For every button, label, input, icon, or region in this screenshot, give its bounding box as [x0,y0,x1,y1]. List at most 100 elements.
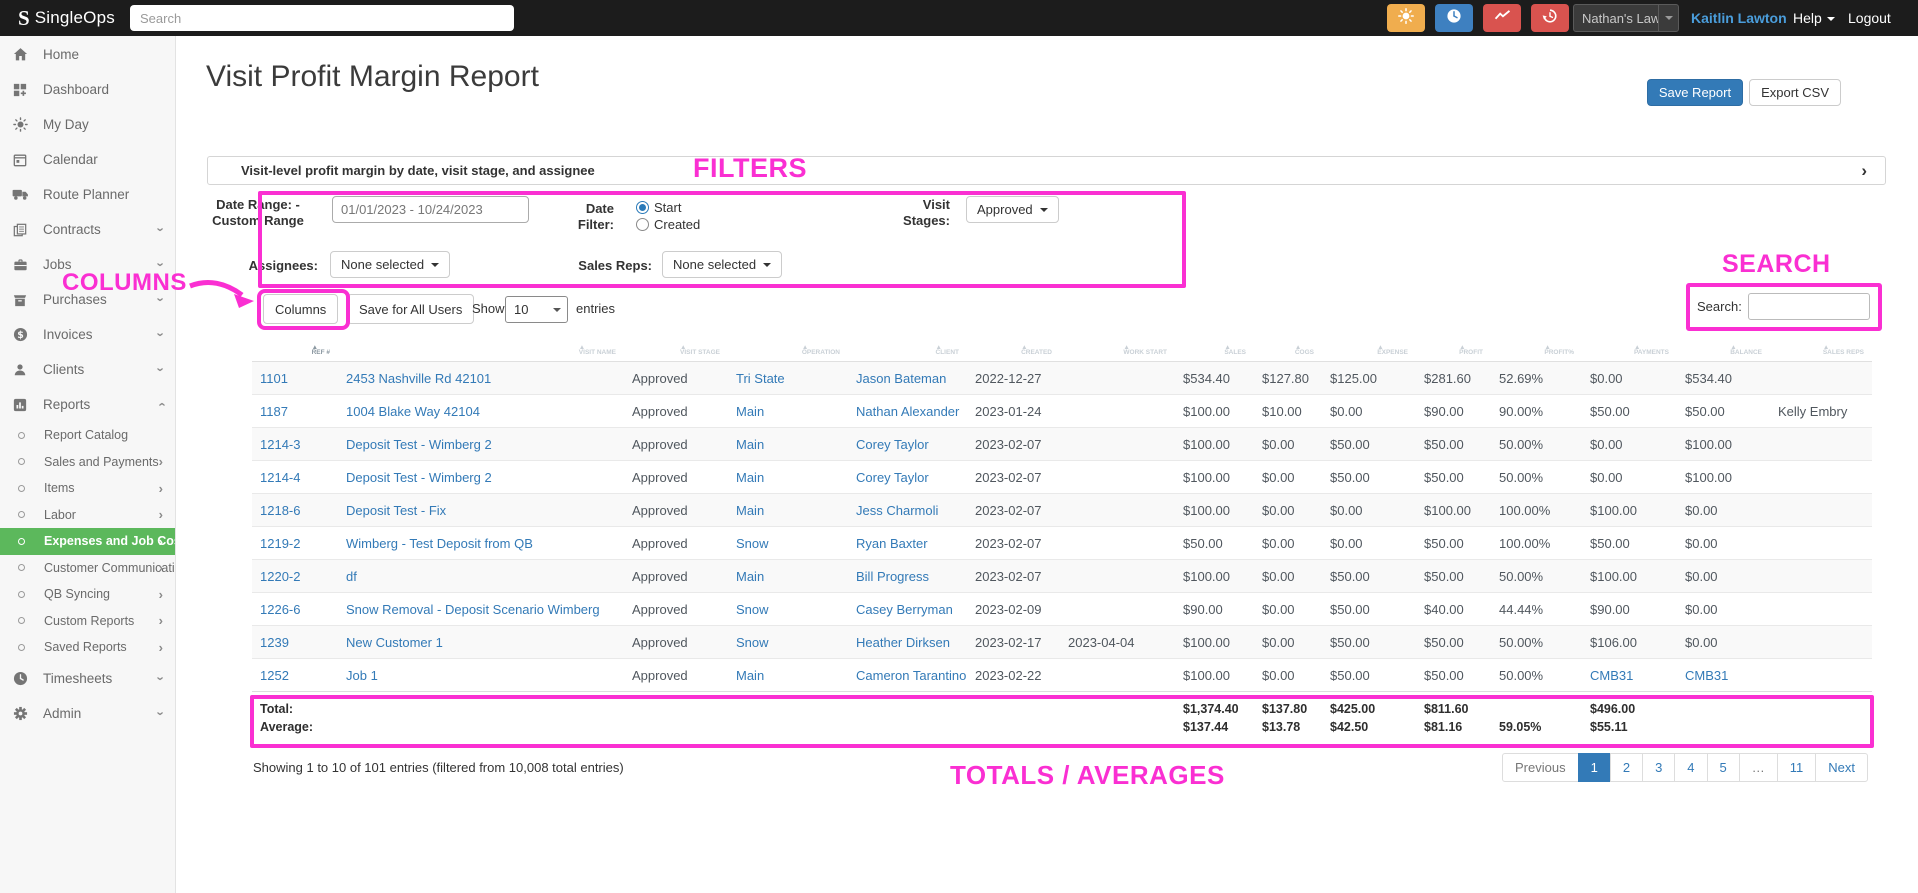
cell-link[interactable]: 1219-2 [260,536,300,551]
cell-link[interactable]: Tri State [736,371,785,386]
cell-client[interactable]: Casey Berryman [848,593,967,626]
cell-operation[interactable]: Snow [728,626,848,659]
prev-button[interactable]: Previous [1502,753,1579,782]
sidebar-item-labor[interactable]: Labor› [0,502,175,529]
created-radio[interactable] [636,218,649,231]
cell-payments[interactable]: CMB31 [1582,659,1677,692]
sidebar-item-report-catalog[interactable]: Report Catalog [0,422,175,449]
sidebar-item-purchases[interactable]: Purchases› [0,282,175,317]
chevron-right-icon[interactable]: › [1861,162,1867,179]
column-header-profit[interactable]: ▲PROFIT [1416,337,1491,362]
cell-ref[interactable]: 1214-3 [252,428,338,461]
cell-link[interactable]: Jess Charmoli [856,503,938,518]
column-header-work-start[interactable]: ▲WORK START [1060,337,1175,362]
sidebar-item-route-planner[interactable]: Route Planner [0,177,175,212]
cell-link[interactable]: Job 1 [346,668,378,683]
cell-link[interactable]: Deposit Test - Fix [346,503,446,518]
cell-ref[interactable]: 1219-2 [252,527,338,560]
user-name-link[interactable]: Kaitlin Lawton [1691,10,1787,26]
cell-visit-name[interactable]: df [338,560,624,593]
cell-link[interactable]: CMB31 [1590,668,1633,683]
cell-ref[interactable]: 1101 [252,362,338,395]
cell-link[interactable]: Main [736,668,764,683]
cell-link[interactable]: Main [736,569,764,584]
cell-operation[interactable]: Main [728,395,848,428]
cell-client[interactable]: Jason Bateman [848,362,967,395]
cell-visit-name[interactable]: Deposit Test - Fix [338,494,624,527]
cell-visit-name[interactable]: Deposit Test - Wimberg 2 [338,461,624,494]
cell-client[interactable]: Corey Taylor [848,428,967,461]
save-for-all-users-button[interactable]: Save for All Users [347,294,474,324]
cell-link[interactable]: CMB31 [1685,668,1728,683]
cell-link[interactable]: 1187 [260,404,288,419]
page-button-2[interactable]: 2 [1610,753,1643,782]
visit-stages-dropdown[interactable]: Approved [966,196,1059,223]
cell-link[interactable]: Deposit Test - Wimberg 2 [346,470,492,485]
assignees-dropdown[interactable]: None selected [330,251,450,278]
next-button[interactable]: Next [1815,753,1868,782]
cell-link[interactable]: Main [736,470,764,485]
save-report-button[interactable]: Save Report [1647,79,1743,106]
cell-ref[interactable]: 1239 [252,626,338,659]
sidebar-item-sales-and-payments[interactable]: Sales and Payments› [0,449,175,476]
sidebar-item-reports[interactable]: Reports› [0,387,175,422]
page-button-1[interactable]: 1 [1578,753,1611,782]
cell-link[interactable]: Jason Bateman [856,371,946,386]
history-button[interactable] [1531,4,1569,32]
cell-link[interactable]: Deposit Test - Wimberg 2 [346,437,492,452]
brightness-button[interactable] [1387,4,1425,32]
cell-link[interactable]: Wimberg - Test Deposit from QB [346,536,533,551]
cell-visit-name[interactable]: Snow Removal - Deposit Scenario Wimberg [338,593,624,626]
cell-ref[interactable]: 1214-4 [252,461,338,494]
cell-link[interactable]: 1214-4 [260,470,300,485]
cell-client[interactable]: Jess Charmoli [848,494,967,527]
cell-client[interactable]: Cameron Tarantino [848,659,967,692]
page-button-11[interactable]: 11 [1777,753,1817,782]
cell-link[interactable]: 1004 Blake Way 42104 [346,404,480,419]
cell-link[interactable]: Main [736,437,764,452]
cell-ref[interactable]: 1187 [252,395,338,428]
cell-link[interactable]: Heather Dirksen [856,635,950,650]
sidebar-item-home[interactable]: Home [0,37,175,72]
cell-link[interactable]: 1218-6 [260,503,300,518]
cell-client[interactable]: Heather Dirksen [848,626,967,659]
cell-operation[interactable]: Tri State [728,362,848,395]
brand[interactable]: S SingleOps [18,0,115,36]
logout-link[interactable]: Logout [1848,10,1891,26]
cell-link[interactable]: Nathan Alexander [856,404,959,419]
cell-visit-name[interactable]: 2453 Nashville Rd 42101 [338,362,624,395]
sidebar-item-my-day[interactable]: My Day [0,107,175,142]
cell-link[interactable]: Snow Removal - Deposit Scenario Wimberg [346,602,600,617]
column-header-sales[interactable]: ▲SALES [1175,337,1254,362]
account-selector[interactable]: Nathan's Law [1573,4,1679,32]
column-header-client[interactable]: ▲CLIENT [848,337,967,362]
cell-link[interactable]: Main [736,503,764,518]
column-header-sales-reps[interactable]: ▲SALES REPS [1770,337,1872,362]
cell-ref[interactable]: 1226-6 [252,593,338,626]
cell-operation[interactable]: Main [728,461,848,494]
cell-operation[interactable]: Snow [728,593,848,626]
cell-link[interactable]: Casey Berryman [856,602,953,617]
cell-link[interactable]: Snow [736,536,769,551]
cell-client[interactable]: Ryan Baxter [848,527,967,560]
column-header-balance[interactable]: ▲BALANCE [1677,337,1770,362]
sidebar-item-customer-communication[interactable]: Customer Communication› [0,555,175,582]
column-header-profit[interactable]: ▲PROFIT% [1491,337,1582,362]
column-header-expense[interactable]: ▲EXPENSE [1322,337,1416,362]
cell-link[interactable]: 1214-3 [260,437,300,452]
date-range-input[interactable] [332,196,529,223]
cell-link[interactable]: df [346,569,357,584]
cell-link[interactable]: Ryan Baxter [856,536,928,551]
cell-operation[interactable]: Main [728,494,848,527]
cell-link[interactable]: 1239 [260,635,289,650]
cell-visit-name[interactable]: Deposit Test - Wimberg 2 [338,428,624,461]
global-search-input[interactable] [130,5,514,31]
sidebar-item-jobs[interactable]: Jobs› [0,247,175,282]
cell-ref[interactable]: 1218-6 [252,494,338,527]
cell-visit-name[interactable]: 1004 Blake Way 42104 [338,395,624,428]
cell-link[interactable]: Snow [736,602,769,617]
cell-link[interactable]: New Customer 1 [346,635,443,650]
table-search-input[interactable] [1748,293,1870,320]
cell-link[interactable]: 1220-2 [260,569,300,584]
column-header-cogs[interactable]: ▲COGS [1254,337,1322,362]
